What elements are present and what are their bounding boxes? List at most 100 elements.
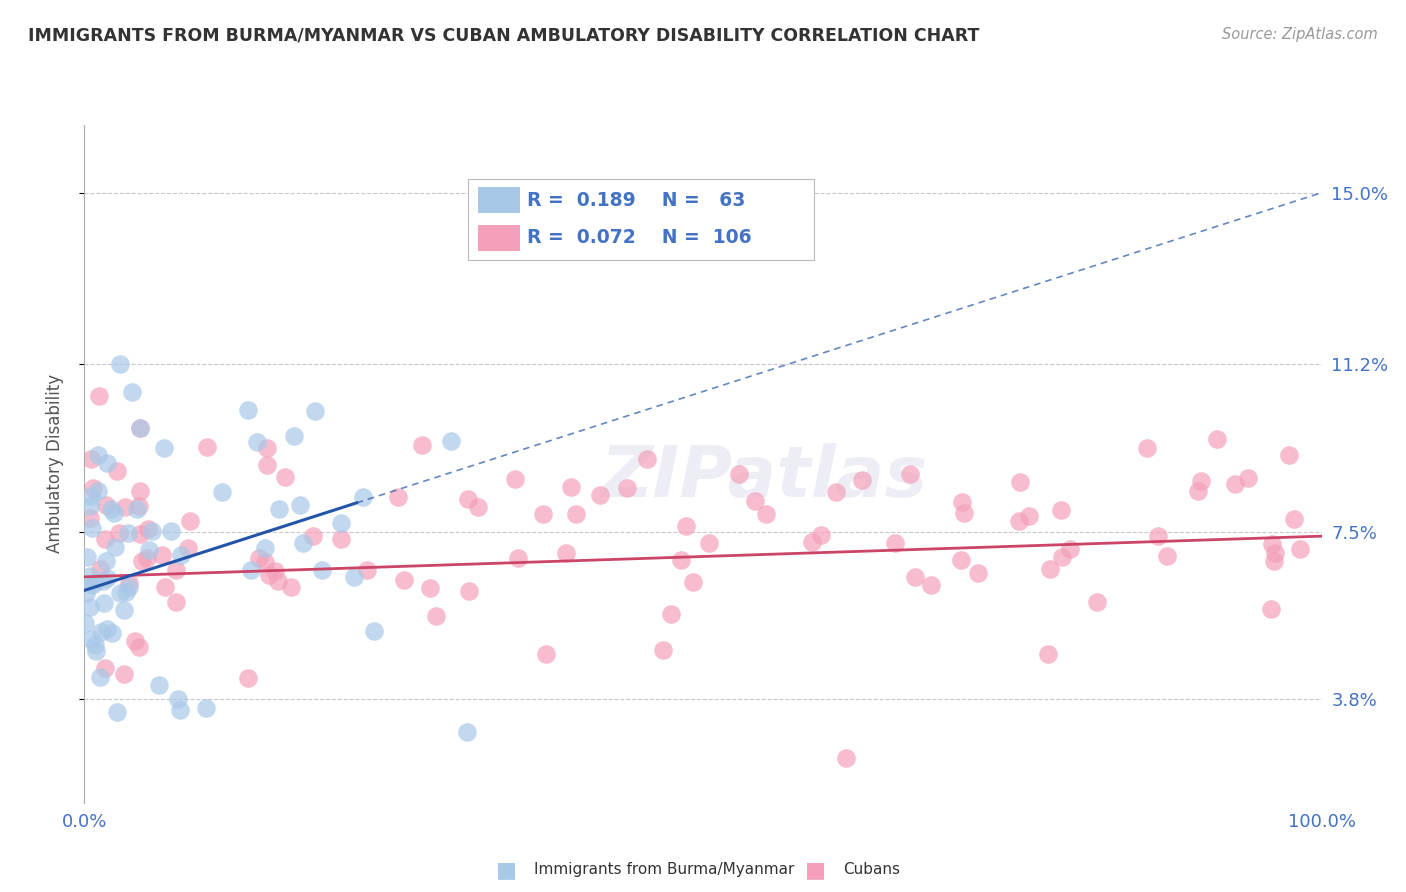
Point: [728, 467, 751, 481]
Point: [165, 595, 187, 609]
Point: [103, 506, 125, 520]
Point: [112, 667, 135, 681]
Point: [82, 578, 104, 592]
Point: [1136, 442, 1159, 456]
Point: [1278, 449, 1301, 463]
Point: [128, 499, 150, 513]
Point: [165, 563, 187, 577]
Text: ■: ■: [496, 860, 516, 880]
Point: [96, 570, 118, 584]
Point: [82, 481, 104, 495]
Point: [967, 566, 990, 581]
Point: [274, 470, 297, 484]
Point: [256, 458, 278, 472]
Point: [503, 472, 526, 486]
Point: [79, 568, 101, 582]
Point: [79, 599, 101, 614]
Point: [304, 404, 326, 418]
Point: [94, 498, 117, 512]
Point: [302, 529, 325, 543]
Point: [263, 564, 285, 578]
Point: [254, 555, 277, 569]
Text: R =  0.189    N =   63: R = 0.189 N = 63: [527, 191, 745, 210]
Point: [329, 533, 352, 547]
Point: [697, 536, 720, 550]
Point: [1189, 475, 1212, 489]
Point: [84, 643, 107, 657]
Point: [124, 634, 146, 648]
Point: [950, 553, 973, 567]
Point: [96, 553, 118, 567]
Point: [1008, 514, 1031, 528]
Point: [105, 706, 128, 720]
Point: [851, 474, 873, 488]
Point: [195, 701, 218, 715]
Point: [141, 524, 163, 538]
Point: [267, 574, 290, 588]
Point: [87, 448, 110, 462]
Point: [356, 563, 378, 577]
Point: [1050, 549, 1073, 564]
Point: [254, 541, 277, 556]
Point: [311, 563, 333, 577]
Point: [280, 580, 302, 594]
Point: [1156, 549, 1178, 563]
Text: Immigrants from Burma/Myanmar: Immigrants from Burma/Myanmar: [534, 863, 794, 877]
Point: [84, 574, 107, 589]
Point: [283, 429, 305, 443]
Point: [560, 480, 582, 494]
Point: [1260, 602, 1282, 616]
Text: ■: ■: [806, 860, 825, 880]
Point: [87, 484, 110, 499]
Point: [136, 551, 159, 566]
Point: [76, 550, 98, 565]
Point: [744, 494, 766, 508]
Point: [153, 580, 176, 594]
Point: [80, 452, 103, 467]
Point: [100, 502, 122, 516]
Point: [440, 434, 463, 448]
Point: [80, 489, 103, 503]
Point: [160, 524, 183, 538]
Point: [80, 632, 103, 646]
Point: [75, 615, 97, 630]
Point: [128, 640, 150, 654]
Y-axis label: Ambulatory Disability: Ambulatory Disability: [45, 375, 63, 553]
Point: [1018, 509, 1040, 524]
Point: [259, 568, 281, 582]
Point: [118, 575, 141, 590]
Text: Source: ZipAtlas.com: Source: ZipAtlas.com: [1222, 27, 1378, 42]
Point: [457, 492, 479, 507]
Point: [247, 551, 270, 566]
Point: [131, 554, 153, 568]
Point: [363, 624, 385, 638]
Point: [669, 553, 692, 567]
Point: [343, 569, 366, 583]
Point: [292, 536, 315, 550]
Point: [110, 586, 132, 600]
Point: [89, 670, 111, 684]
Point: [118, 580, 141, 594]
Point: [107, 526, 129, 541]
Point: [90, 625, 112, 640]
Text: R =  0.072    N =  106: R = 0.072 N = 106: [527, 228, 751, 247]
Point: [79, 510, 101, 524]
Point: [129, 483, 152, 498]
Point: [411, 438, 433, 452]
Point: [80, 521, 103, 535]
Point: [661, 607, 683, 622]
Point: [467, 500, 489, 514]
Point: [1237, 471, 1260, 485]
Point: [89, 389, 111, 403]
Point: [121, 384, 143, 399]
Point: [114, 585, 136, 599]
Point: [394, 573, 416, 587]
Point: [84, 638, 107, 652]
Point: [93, 596, 115, 610]
Point: [884, 536, 907, 550]
Point: [104, 540, 127, 554]
Point: [589, 488, 612, 502]
Point: [1264, 546, 1286, 560]
Point: [89, 562, 111, 576]
Point: [150, 549, 173, 563]
